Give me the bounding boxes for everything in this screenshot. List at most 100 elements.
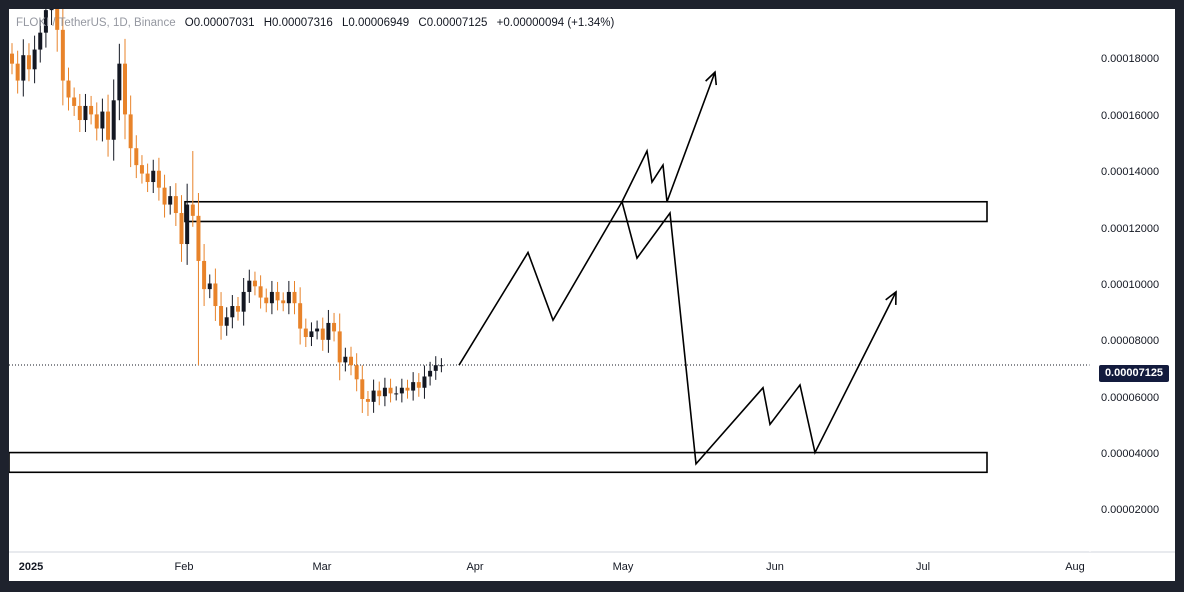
price-chart[interactable]: 0.00018000 0.00016000 0.00014000 0.00012… bbox=[9, 9, 1175, 581]
candle-body bbox=[173, 196, 178, 214]
candle bbox=[49, 9, 54, 26]
time-tick: Aug bbox=[1065, 561, 1085, 573]
candle-body bbox=[123, 63, 127, 115]
candle bbox=[66, 67, 71, 111]
legend-high-key: H bbox=[263, 17, 273, 29]
candle-body bbox=[83, 105, 88, 121]
candle-body bbox=[145, 173, 150, 183]
candle bbox=[213, 268, 218, 321]
candle-body bbox=[151, 170, 156, 183]
candle-body bbox=[286, 291, 291, 304]
candle bbox=[207, 274, 212, 299]
candle-body bbox=[94, 114, 99, 129]
candle bbox=[315, 320, 320, 340]
candle-body bbox=[382, 387, 387, 397]
legend-interval[interactable]: 1D bbox=[112, 17, 128, 29]
legend-change: +0.00000094 (+1.34%) bbox=[496, 17, 615, 29]
candle-body bbox=[315, 328, 320, 332]
candle bbox=[320, 317, 325, 351]
projection-path-bearish[interactable] bbox=[458, 199, 897, 466]
candle bbox=[219, 292, 224, 340]
chart-area[interactable]: 0.00018000 0.00016000 0.00014000 0.00012… bbox=[9, 9, 1175, 581]
candle bbox=[252, 271, 257, 296]
candle bbox=[416, 373, 421, 397]
candle-body bbox=[258, 286, 263, 298]
candle bbox=[388, 378, 393, 403]
candle bbox=[123, 38, 127, 140]
candle bbox=[134, 135, 139, 179]
candle bbox=[100, 98, 105, 142]
candle-body bbox=[236, 306, 240, 312]
candle bbox=[405, 379, 410, 399]
support-zone[interactable] bbox=[9, 451, 988, 474]
candle-body bbox=[26, 55, 31, 70]
projection-path-bearish-arrowhead bbox=[885, 290, 897, 305]
candle-body bbox=[269, 291, 274, 304]
candle-body bbox=[360, 379, 365, 400]
candle-body bbox=[162, 187, 167, 205]
candle bbox=[365, 390, 370, 416]
candle bbox=[298, 287, 303, 345]
candle bbox=[111, 79, 116, 161]
candle bbox=[139, 155, 144, 184]
candle bbox=[269, 280, 274, 315]
candle bbox=[354, 353, 359, 392]
candle-body bbox=[326, 322, 331, 340]
price-scale[interactable]: 0.00018000 0.00016000 0.00014000 0.00012… bbox=[1101, 53, 1159, 516]
candle bbox=[303, 318, 308, 348]
candle-body bbox=[399, 387, 404, 394]
candle-body bbox=[15, 63, 20, 81]
candle bbox=[128, 95, 133, 168]
candle-body bbox=[196, 215, 201, 261]
candle bbox=[382, 377, 387, 407]
candle-body bbox=[264, 297, 269, 304]
candle bbox=[241, 277, 246, 326]
candle bbox=[230, 295, 235, 329]
candle-body bbox=[343, 356, 348, 363]
candle bbox=[10, 43, 14, 75]
candle bbox=[162, 174, 167, 218]
candle-body bbox=[60, 29, 65, 81]
price-tick: 0.00004000 bbox=[1101, 448, 1159, 460]
candle-body bbox=[224, 317, 229, 326]
candle bbox=[286, 280, 291, 315]
candle-body bbox=[156, 170, 161, 188]
candle bbox=[151, 159, 156, 194]
candle bbox=[190, 151, 195, 227]
time-tick: Jun bbox=[766, 561, 784, 573]
resistance-zone[interactable] bbox=[184, 200, 988, 223]
legend-close-key: C bbox=[418, 17, 427, 29]
candle bbox=[26, 43, 31, 82]
candle-body bbox=[117, 63, 122, 101]
time-tick: Apr bbox=[466, 561, 483, 573]
candle bbox=[281, 292, 286, 312]
candle-body bbox=[111, 100, 116, 140]
candle-body bbox=[219, 306, 224, 326]
candle-body bbox=[38, 32, 43, 50]
candle bbox=[38, 19, 43, 63]
candle-body bbox=[433, 365, 438, 371]
legend-exchange: Binance bbox=[134, 17, 176, 29]
projection-path-bullish-arrowhead bbox=[705, 70, 718, 86]
candle bbox=[145, 163, 150, 193]
legend-symbol[interactable]: FLOKI / TetherUS bbox=[16, 17, 107, 29]
candle-body bbox=[241, 291, 246, 312]
candle bbox=[377, 381, 382, 406]
candle-body bbox=[365, 399, 370, 402]
price-tick: 0.00012000 bbox=[1101, 223, 1159, 235]
candle-body bbox=[207, 283, 212, 290]
candle-body bbox=[309, 331, 314, 338]
candle bbox=[326, 309, 331, 353]
candle-body bbox=[32, 49, 37, 70]
candle-body bbox=[21, 55, 26, 81]
time-tick: Feb bbox=[175, 561, 194, 573]
candle-body bbox=[190, 204, 195, 216]
candle-body bbox=[337, 331, 342, 363]
time-scale[interactable]: 2025 Feb Mar Apr May Jun Jul Aug bbox=[19, 561, 1085, 573]
candle bbox=[309, 322, 314, 347]
candle-body bbox=[377, 390, 382, 397]
projection-path-bullish[interactable] bbox=[621, 71, 716, 203]
candle-body bbox=[247, 280, 252, 292]
candle-body bbox=[354, 365, 359, 380]
time-tick: 2025 bbox=[19, 561, 43, 573]
